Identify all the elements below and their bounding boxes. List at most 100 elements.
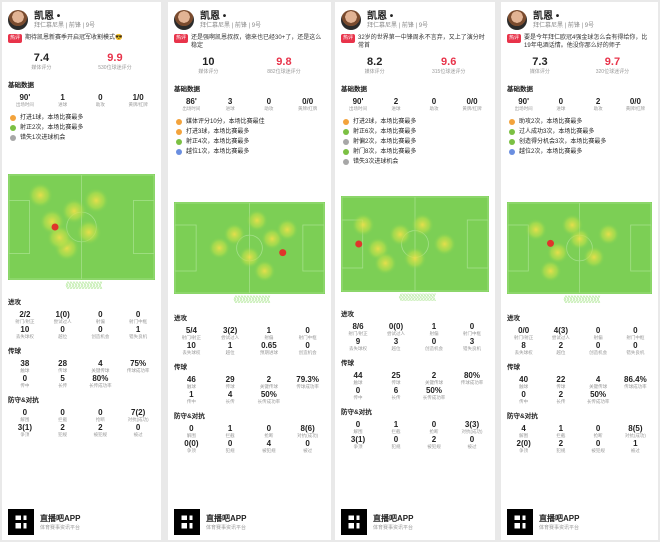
stat-cell: 0 传中 bbox=[505, 390, 542, 405]
stat-value: 1 bbox=[189, 390, 194, 399]
stat-label: 长传 bbox=[391, 395, 401, 400]
stat-cell: 2 助攻 bbox=[580, 97, 617, 112]
highlight-icon bbox=[343, 129, 349, 135]
stat-label: 黄牌/红牌 bbox=[625, 106, 645, 111]
heat-blob bbox=[27, 182, 54, 208]
stat-cell: 4 关键传球 bbox=[82, 359, 120, 374]
ratings: 7.4 媒体评分 9.9 530位球迷评分 bbox=[2, 48, 161, 73]
stat-value: 38 bbox=[20, 359, 30, 368]
player-header: 凯恩 • 拜仁慕尼黑 | 前锋 | 9号 bbox=[168, 2, 331, 32]
heat-blob bbox=[433, 232, 457, 256]
section-title-pass: 传球 bbox=[8, 348, 21, 355]
ratings: 10 媒体评分 9.8 882位球迷评分 bbox=[168, 52, 331, 77]
stat-label: 射偏 bbox=[429, 331, 439, 336]
stat-value: 46 bbox=[186, 375, 196, 384]
stat-value: 0 bbox=[393, 435, 399, 444]
highlight-text: 射门8次，本场比赛最多 bbox=[353, 149, 417, 155]
stat-grid: 40 触球 22 传球 4 关键传球 86.4% 传球成功率 0 传中 2 长传 50% 长传成功率 bbox=[501, 374, 658, 406]
stat-cell: 2 被犯规 bbox=[82, 423, 120, 438]
highlight-item: 射正4次，本场比赛最多 bbox=[168, 137, 331, 147]
section-title-defend: 防守&对抗 bbox=[8, 397, 39, 404]
stat-grid: 2/2 射门/射正 1(0) 尝试过人 0 射偏 0 射门中框 10 丢失球权 0 越位 0 创造机会 1 错… bbox=[2, 309, 161, 341]
media-rating-value: 7.4 bbox=[33, 52, 50, 64]
player-stats-card: 凯恩 • 拜仁慕尼黑 | 前锋 | 9号热评 要是今年拜仁欧冠4强金球怎么会有得给你… bbox=[501, 2, 658, 540]
stat-label: 传球 bbox=[556, 384, 566, 389]
stat-label: 关键传球 bbox=[259, 384, 278, 389]
stat-cell: 0 射门中框 bbox=[119, 310, 157, 325]
section-title-basic: 基础数据 bbox=[174, 86, 200, 93]
stat-value: 2 bbox=[595, 97, 601, 106]
stat-value: 0 bbox=[305, 439, 310, 448]
stat-value: 2/2 bbox=[19, 310, 31, 319]
stat-value: 2 bbox=[558, 439, 564, 448]
qr-code-icon bbox=[8, 509, 34, 535]
section-title-defend: 防守&对抗 bbox=[507, 413, 538, 420]
player-team: 拜仁慕尼黑 | 前锋 | 9号 bbox=[533, 22, 595, 29]
stat-label: 传中 bbox=[20, 383, 30, 388]
heat-blob bbox=[246, 209, 269, 232]
stat-cell: 3(3) 对抗(成功) bbox=[453, 420, 491, 435]
stat-cell: 2 犯规 bbox=[542, 439, 579, 454]
stat-cell: 0 进球 bbox=[542, 97, 579, 112]
stat-label: 越位 bbox=[556, 350, 566, 355]
stat-value: 0 bbox=[469, 322, 475, 331]
stat-grid: 90' 出场时间 0 进球 2 助攻 0/0 黄牌/红牌 bbox=[501, 96, 658, 113]
stat-cell: 0 解围 bbox=[6, 408, 44, 423]
stat-value: 44 bbox=[353, 371, 363, 380]
pitch-line bbox=[630, 224, 652, 272]
stat-value: 86.4% bbox=[624, 375, 647, 384]
attack-direction-arrows: 《《《《《《《《《《《《 bbox=[61, 281, 103, 290]
stat-label: 关键传球 bbox=[589, 384, 608, 389]
highlight-text: 越位1次，本场比赛最多 bbox=[186, 149, 250, 155]
stat-label: 射门/射正 bbox=[15, 319, 35, 324]
stat-label: 创造机会 bbox=[589, 350, 608, 355]
stat-cell: 10 丢失球权 bbox=[6, 325, 44, 340]
stat-value: 9 bbox=[355, 337, 361, 346]
stat-label: 创造机会 bbox=[425, 346, 443, 351]
hot-badge: 热评 bbox=[507, 34, 522, 43]
stat-label: 对抗(成功) bbox=[461, 429, 483, 434]
stat-cell: 86.4% 传球成功率 bbox=[617, 375, 654, 390]
section-title-basic: 基础数据 bbox=[8, 82, 34, 89]
stat-value: 3(3) bbox=[464, 420, 480, 429]
stat-cell: 0 被过 bbox=[288, 439, 327, 454]
stat-label: 传中 bbox=[186, 399, 196, 404]
stat-value: 0 bbox=[98, 325, 103, 334]
highlight-icon bbox=[343, 139, 349, 145]
player-info: 凯恩 • 拜仁慕尼黑 | 前锋 | 9号 bbox=[533, 11, 594, 30]
highlight-text: 助攻2次，本场比赛最多 bbox=[519, 119, 583, 125]
fan-rating-value: 9.8 bbox=[276, 56, 292, 68]
stat-value: 0 bbox=[227, 439, 233, 448]
heatmap-svg bbox=[341, 196, 489, 292]
stat-value: 4 bbox=[266, 439, 272, 448]
stat-label: 黄牌/红牌 bbox=[128, 102, 148, 107]
stat-value: 22 bbox=[556, 375, 566, 384]
stat-cell: 50% 长传成功率 bbox=[415, 386, 453, 401]
stat-value: 8(6) bbox=[300, 424, 315, 433]
stat-value: 0/0 bbox=[302, 97, 314, 106]
player-stats-card: 凯恩 • 拜仁慕尼黑 | 前锋 | 9号 热评 期待凯恩新赛季开启冠军收割模式😎 7.4… bbox=[2, 2, 161, 540]
stat-cell: 3 越位 bbox=[377, 337, 415, 352]
pitch-line bbox=[341, 219, 364, 269]
stat-cell: 29 传球 bbox=[211, 375, 250, 390]
highlight-text: 打进1球，本场比赛最多 bbox=[20, 115, 84, 121]
highlight-text: 过人成功3次，本场比赛最多 bbox=[519, 129, 595, 135]
highlight-item: 打进1球，本场比赛最多 bbox=[2, 113, 161, 123]
stat-label: 射门/射正 bbox=[181, 335, 201, 340]
stat-cell: 0 射门中框 bbox=[288, 326, 327, 341]
stat-value: 8/6 bbox=[352, 322, 364, 331]
pitch-line bbox=[507, 224, 529, 272]
comment-text: 要是今年拜仁欧冠4强金球怎么会有得给你，比19年电酒话情。他没你那么好的师子 bbox=[524, 35, 648, 49]
stat-label: 拦截 bbox=[391, 429, 401, 434]
stat-value: 1/0 bbox=[132, 93, 144, 102]
player-name: 凯恩 • bbox=[34, 10, 61, 22]
stat-label: 传球 bbox=[225, 384, 235, 389]
pitch-line bbox=[8, 200, 30, 254]
avatar bbox=[341, 10, 361, 30]
stat-value: 0/0 bbox=[518, 326, 530, 335]
highlights: 打进2球，本场比赛最多 射正6次，本场比赛最多 射偏2次，本场比赛最多 射门8次，本场… bbox=[335, 113, 495, 167]
stat-value: 90' bbox=[19, 93, 31, 102]
stat-cell: 28 传球 bbox=[44, 359, 82, 374]
stat-cell: 1 进球 bbox=[44, 93, 82, 108]
stat-cell: 0 创造机会 bbox=[82, 325, 120, 340]
